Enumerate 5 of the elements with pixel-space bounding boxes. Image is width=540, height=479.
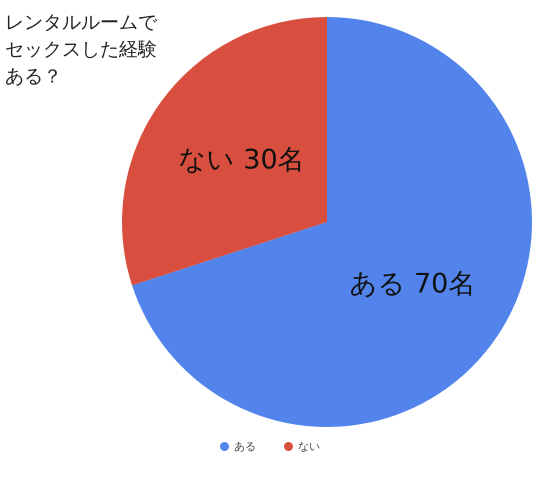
- legend-label: ある: [234, 440, 256, 453]
- data-label: ある 70名: [349, 268, 476, 300]
- legend-label: ない: [298, 440, 320, 453]
- data-label: ない 30名: [178, 144, 305, 176]
- text: レンタルルームでセックスした経験ある？: [5, 12, 158, 88]
